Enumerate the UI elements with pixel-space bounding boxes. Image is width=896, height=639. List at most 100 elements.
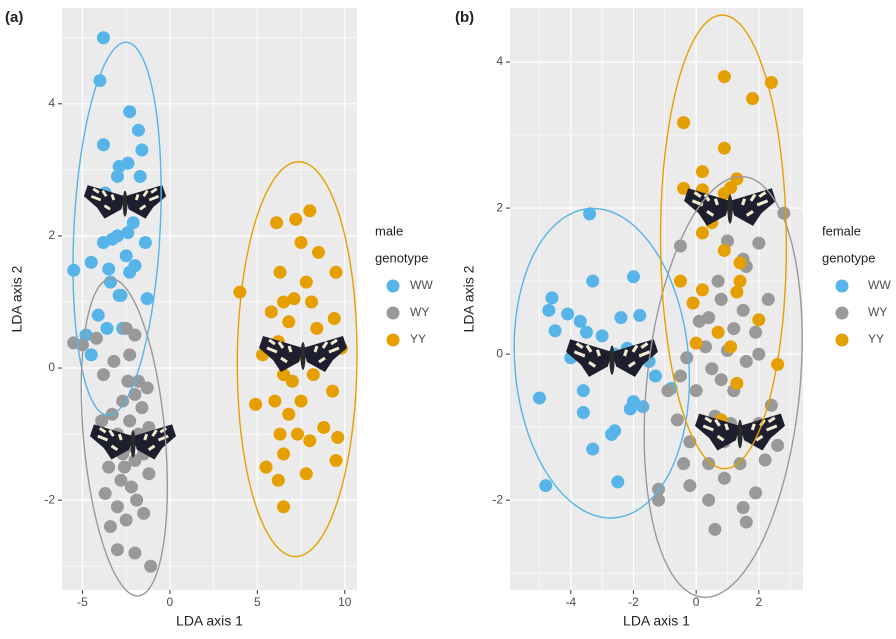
data-point: [545, 291, 559, 305]
data-point: [733, 274, 747, 288]
data-point: [733, 256, 747, 270]
legend-label: WW: [868, 278, 891, 292]
data-point: [299, 275, 313, 289]
data-point: [711, 274, 725, 288]
data-point: [736, 500, 750, 514]
data-point: [561, 307, 575, 321]
data-point: [102, 460, 116, 474]
data-point: [140, 292, 154, 306]
data-point: [695, 165, 709, 179]
legend-title: female: [822, 223, 861, 238]
data-point: [133, 169, 147, 183]
data-point: [746, 92, 760, 106]
legend-label: WY: [410, 305, 429, 319]
data-point: [137, 506, 151, 520]
data-point: [586, 274, 600, 288]
data-point: [717, 70, 731, 84]
data-point: [102, 262, 116, 276]
data-point: [695, 283, 709, 297]
data-point: [636, 400, 650, 414]
confidence-ellipse: [659, 14, 788, 470]
legend-marker: [835, 306, 849, 320]
data-point: [287, 292, 301, 306]
data-point: [259, 460, 273, 474]
data-point: [329, 454, 343, 468]
y-tick-label: 0: [496, 346, 503, 360]
legend-label: WW: [410, 278, 433, 292]
data-point: [576, 384, 590, 398]
data-point: [268, 394, 282, 408]
data-point: [633, 308, 647, 322]
legend-label: YY: [868, 332, 884, 346]
data-point: [673, 274, 687, 288]
panel-label: (b): [455, 9, 474, 26]
data-point: [680, 351, 694, 365]
data-point: [98, 487, 112, 501]
data-point: [138, 236, 152, 250]
x-tick-label: 0: [693, 595, 700, 609]
data-point: [595, 329, 609, 343]
x-tick-label: 0: [167, 595, 174, 609]
data-point: [123, 105, 137, 119]
data-point: [123, 348, 137, 362]
data-point: [107, 354, 121, 368]
data-point: [128, 546, 142, 560]
data-point: [717, 471, 731, 485]
data-point: [576, 406, 590, 420]
data-point: [273, 427, 287, 441]
data-point: [670, 413, 684, 427]
y-axis-label: LDA axis 2: [9, 265, 25, 332]
data-point: [736, 303, 750, 317]
legend-title: genotype: [822, 250, 876, 265]
legend-marker: [835, 279, 849, 293]
data-point: [730, 285, 744, 299]
data-point: [695, 226, 709, 240]
data-point: [317, 420, 331, 434]
data-point: [121, 226, 135, 240]
legend-marker: [386, 333, 400, 347]
data-point: [110, 500, 124, 514]
data-point: [96, 138, 110, 152]
data-point: [282, 407, 296, 421]
data-point: [702, 311, 716, 325]
data-point: [285, 374, 299, 388]
data-point: [310, 321, 324, 335]
data-point: [327, 311, 341, 325]
data-point: [291, 427, 305, 441]
data-point: [123, 265, 137, 279]
data-point: [331, 430, 345, 444]
data-point: [686, 296, 700, 310]
data-point: [714, 292, 728, 306]
legend-marker: [835, 333, 849, 347]
data-point: [730, 376, 744, 390]
x-tick-label: 10: [338, 595, 352, 609]
data-point: [758, 453, 772, 467]
data-point: [96, 368, 110, 382]
data-point: [771, 438, 785, 452]
data-point: [294, 394, 308, 408]
y-tick-label: -2: [44, 492, 55, 506]
data-point: [673, 369, 687, 383]
x-tick-label: -2: [628, 595, 639, 609]
data-point: [130, 493, 144, 507]
data-point: [144, 559, 158, 573]
data-point: [264, 305, 278, 319]
data-point: [614, 311, 628, 325]
data-point: [724, 340, 738, 354]
data-point: [689, 336, 703, 350]
data-point: [749, 325, 763, 339]
data-point: [123, 414, 137, 428]
data-point: [727, 322, 741, 336]
data-point: [282, 315, 296, 329]
data-point: [128, 328, 142, 342]
data-point: [124, 480, 138, 494]
data-point: [126, 216, 140, 230]
data-point: [103, 520, 117, 534]
data-point: [761, 292, 775, 306]
data-point: [142, 467, 156, 481]
data-point: [289, 212, 303, 226]
data-point: [532, 391, 546, 405]
data-point: [79, 328, 93, 342]
data-point: [131, 123, 145, 137]
